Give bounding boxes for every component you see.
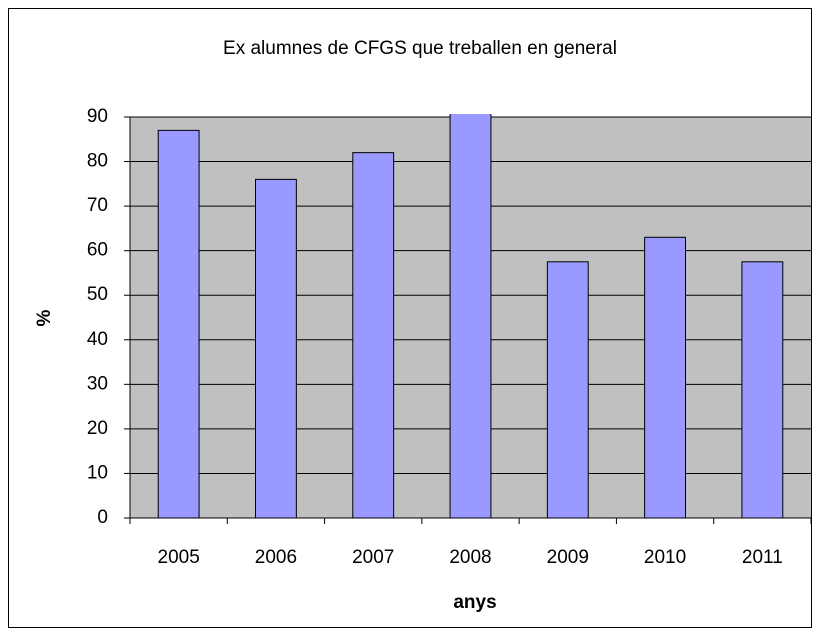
y-tick-label: 70	[87, 195, 108, 216]
x-tick-label: 2006	[255, 547, 297, 568]
bar	[449, 114, 492, 518]
y-tick-label: 90	[87, 106, 108, 127]
x-tick-label: 2011	[742, 547, 783, 568]
y-tick-label: 0	[97, 507, 108, 528]
bar	[352, 152, 395, 518]
x-tick-label: 2010	[644, 547, 686, 568]
x-tick-label: 2008	[449, 547, 491, 568]
bar	[741, 261, 784, 518]
y-tick-label: 10	[87, 462, 108, 483]
bar	[157, 129, 200, 518]
y-tick-label: 20	[87, 418, 108, 439]
y-tick-label: 80	[87, 151, 108, 172]
bars	[157, 114, 784, 518]
x-tick-label: 2007	[352, 547, 394, 568]
y-tick-label: 50	[87, 284, 108, 305]
x-tick-label: 2009	[547, 547, 589, 568]
x-tick-label: 2005	[158, 547, 200, 568]
bar	[254, 178, 297, 518]
y-tick-label: 60	[87, 240, 108, 261]
chart-title: Ex alumnes de CFGS que treballen en gene…	[223, 38, 617, 59]
y-tick-label: 30	[87, 373, 108, 394]
y-axis-label: %	[34, 309, 55, 326]
x-axis-label: anys	[453, 592, 496, 613]
y-tick-label: 40	[87, 329, 108, 350]
bar	[546, 261, 589, 518]
bar	[644, 236, 687, 518]
